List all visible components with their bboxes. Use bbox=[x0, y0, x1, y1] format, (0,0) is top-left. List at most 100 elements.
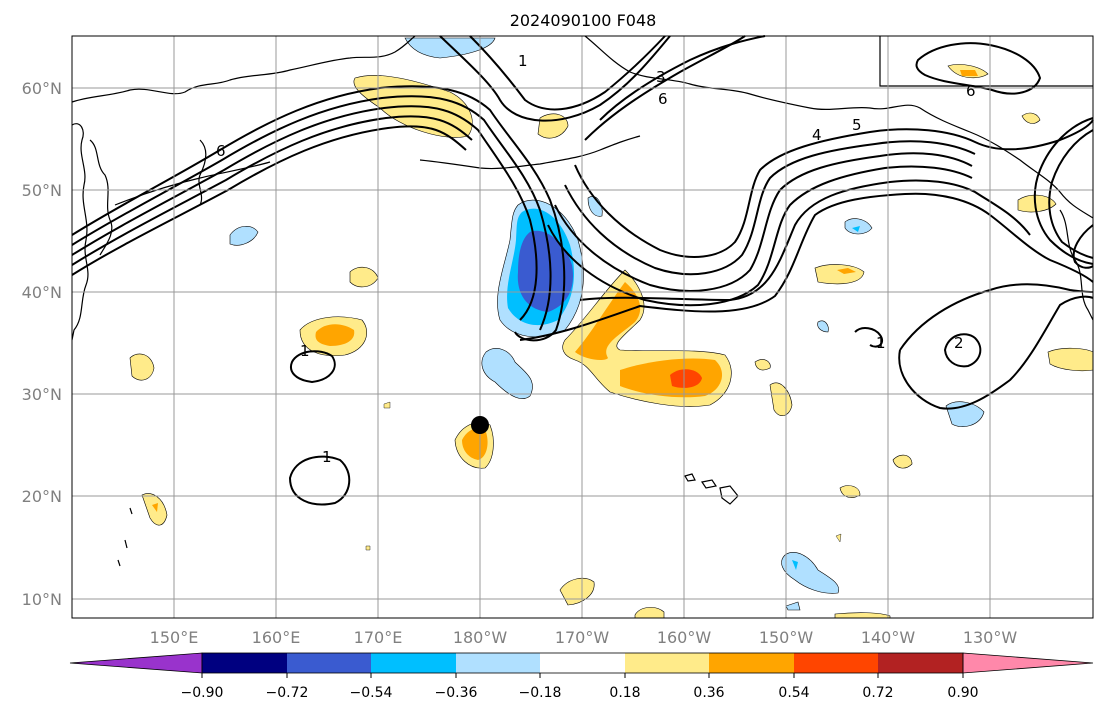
coastline bbox=[71, 35, 416, 103]
colorbar-tick-label: −0.72 bbox=[266, 685, 309, 701]
contour-line bbox=[943, 333, 982, 368]
shade-light-blue bbox=[785, 601, 801, 611]
lat-label: 50°N bbox=[22, 181, 62, 200]
contour-line bbox=[1072, 224, 1094, 269]
shade-light-blue bbox=[844, 218, 873, 235]
colorbar-segment bbox=[456, 653, 540, 673]
shade-light-blue bbox=[481, 348, 533, 399]
contour-line bbox=[554, 152, 973, 292]
contour-label: 6 bbox=[216, 142, 226, 160]
contour-line bbox=[71, 85, 566, 342]
colorbar: −0.90 −0.72 −0.54 −0.36 −0.18 0.18 0.36 … bbox=[69, 652, 1094, 701]
coastline bbox=[89, 139, 113, 256]
shade-light-yellow bbox=[129, 353, 155, 381]
shade-orange bbox=[462, 428, 488, 460]
colorbar-segment bbox=[202, 653, 287, 673]
lon-label: 160°W bbox=[657, 628, 712, 647]
lon-label: 170°W bbox=[555, 628, 610, 647]
shade-red-orange bbox=[670, 369, 702, 388]
shade-light-yellow bbox=[814, 264, 865, 285]
contour-label: 1 bbox=[300, 342, 310, 360]
contour-line bbox=[288, 455, 351, 506]
shade-orange bbox=[837, 268, 856, 274]
contour-label: 3 bbox=[656, 68, 666, 86]
contour-label: 1 bbox=[322, 448, 332, 466]
contour-line bbox=[854, 327, 884, 348]
contour-label: 2 bbox=[954, 334, 964, 352]
contour-line bbox=[439, 35, 671, 122]
contour-line bbox=[71, 95, 552, 331]
shade-orange bbox=[152, 503, 158, 512]
lon-label: 180°W bbox=[453, 628, 508, 647]
lat-label: 60°N bbox=[22, 79, 62, 98]
colorbar-tick-label: 0.72 bbox=[862, 685, 893, 701]
latitude-labels: 60°N 50°N 40°N 30°N 20°N 10°N bbox=[22, 79, 62, 609]
shade-light-yellow bbox=[634, 607, 665, 619]
lat-label: 20°N bbox=[22, 487, 62, 506]
colorbar-segment bbox=[709, 653, 794, 673]
coastline bbox=[584, 35, 1094, 219]
shade-light-yellow bbox=[835, 533, 842, 543]
colorbar-tick-label: 0.36 bbox=[693, 685, 724, 701]
contour-line bbox=[1033, 117, 1094, 265]
colorbar-tick-label: 0.18 bbox=[609, 685, 640, 701]
contour-line bbox=[584, 35, 746, 141]
colorbar-extend-left bbox=[69, 652, 203, 674]
shade-light-yellow bbox=[754, 359, 771, 371]
shade-light-blue bbox=[404, 37, 496, 59]
contour-labels: 1 1 1 1 2 3 4 5 6 6 6 bbox=[216, 52, 976, 466]
lat-label: 40°N bbox=[22, 283, 62, 302]
graticule bbox=[72, 36, 1093, 618]
coastlines bbox=[71, 35, 1094, 567]
longitude-labels: 150°E 160°E 170°E 180°W 170°W 160°W 150°… bbox=[150, 628, 1018, 647]
colorbar-frame bbox=[201, 652, 964, 674]
lon-label: 150°W bbox=[759, 628, 814, 647]
colorbar-tick-labels: −0.90 −0.72 −0.54 −0.36 −0.18 0.18 0.36 … bbox=[181, 685, 979, 701]
colorbar-extend-right bbox=[962, 652, 1094, 674]
contour-line bbox=[915, 42, 1042, 95]
coastline bbox=[419, 135, 641, 170]
contour-line bbox=[579, 179, 1031, 302]
contour-line bbox=[290, 350, 336, 384]
shade-light-yellow bbox=[141, 493, 168, 526]
contour-label: 5 bbox=[852, 116, 862, 134]
lat-label: 30°N bbox=[22, 385, 62, 404]
colorbar-tick-label: −0.90 bbox=[181, 685, 224, 701]
colorbar-tick-label: −0.18 bbox=[519, 685, 562, 701]
contour-line bbox=[547, 165, 973, 307]
lon-label: 160°E bbox=[252, 628, 301, 647]
colorbar-segment bbox=[371, 653, 456, 673]
contour-line bbox=[574, 119, 1094, 258]
shade-light-yellow bbox=[365, 545, 371, 551]
shade-light-blue bbox=[229, 226, 259, 246]
map-frame bbox=[71, 35, 1094, 619]
location-marker bbox=[471, 416, 489, 434]
contour-label: 1 bbox=[518, 52, 528, 70]
colorbar-tick-label: −0.36 bbox=[435, 685, 478, 701]
colorbar-segment bbox=[794, 653, 878, 673]
colorbar-tick-label: 0.54 bbox=[778, 685, 809, 701]
contour-label: 6 bbox=[658, 90, 668, 108]
colorbar-tick-label: −0.54 bbox=[350, 685, 393, 701]
contour-line bbox=[519, 192, 1094, 341]
map-panel: 1 1 1 1 2 3 4 5 6 6 6 bbox=[71, 35, 1094, 619]
colorbar-ticks bbox=[201, 673, 964, 678]
contour-line bbox=[599, 35, 766, 121]
colorbar-segment bbox=[540, 653, 625, 673]
contour-line bbox=[564, 140, 976, 276]
colorbar-tick-label: 0.90 bbox=[947, 685, 978, 701]
shade-orange bbox=[960, 70, 978, 76]
lon-label: 150°E bbox=[150, 628, 199, 647]
shade-light-yellow bbox=[839, 485, 861, 498]
lon-label: 130°W bbox=[963, 628, 1018, 647]
shade-sky-blue bbox=[852, 226, 860, 232]
coastline bbox=[71, 123, 89, 341]
contour-label: 1 bbox=[876, 334, 886, 352]
shade-light-yellow bbox=[383, 401, 391, 409]
colorbar-segment bbox=[625, 653, 709, 673]
lat-label: 10°N bbox=[22, 590, 62, 609]
contour-line bbox=[469, 35, 666, 111]
contour-line bbox=[71, 115, 473, 266]
contour-line bbox=[1048, 129, 1094, 259]
